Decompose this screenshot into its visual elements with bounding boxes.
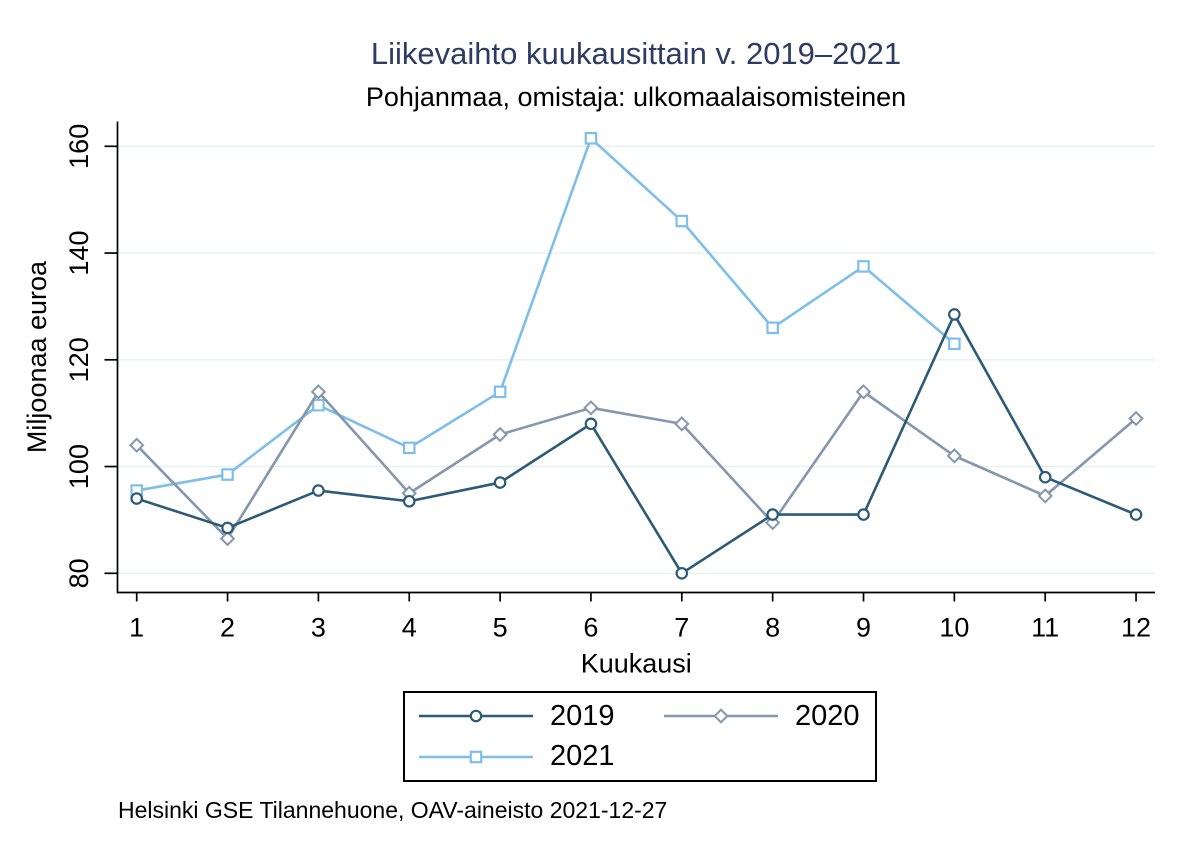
- x-tick-label: 2: [220, 613, 235, 643]
- y-tick-label: 140: [64, 231, 94, 276]
- legend-label-2021: 2021: [550, 740, 615, 773]
- x-tick-label: 12: [1121, 613, 1151, 643]
- legend-sample-2021-line-square-icon: [419, 750, 533, 764]
- x-tick-label: 7: [674, 613, 689, 643]
- x-tick-label: 3: [311, 613, 326, 643]
- gridlines: [117, 145, 1155, 574]
- x-tick-label: 4: [402, 613, 417, 643]
- series-2019: [130, 308, 1143, 580]
- x-tick-label: 6: [583, 613, 598, 643]
- chart-title: Liikevaihto kuukausittain v. 2019–2021: [370, 36, 902, 71]
- legend: 2019 2020 2021: [403, 691, 877, 782]
- legend-entry-2021: 2021: [417, 740, 662, 773]
- y-tick-label: 120: [64, 337, 94, 382]
- chart-subtitle: Pohjanmaa, omistaja: ulkomaalaisomistein…: [365, 82, 907, 112]
- series-2020: [128, 384, 1144, 547]
- legend-entry-2019: 2019: [417, 700, 662, 733]
- y-tick-label: 160: [64, 124, 94, 169]
- x-tick-label: 1: [129, 613, 144, 643]
- legend-label-2020: 2020: [795, 699, 860, 732]
- x-tick-label: 9: [856, 613, 871, 643]
- x-axis-title: Kuukausi: [581, 649, 692, 679]
- x-tick-label: 11: [1031, 613, 1059, 643]
- x-axis-ticks: 1 2 3 4 5 6 7 8 9 10 11 12: [129, 592, 1151, 643]
- source-caption: Helsinki GSE Tilannehuone, OAV-aineisto …: [118, 797, 668, 823]
- x-tick-label: 10: [939, 613, 969, 643]
- x-tick-label: 5: [493, 613, 508, 643]
- y-tick-label: 100: [64, 444, 94, 489]
- legend-label-2019: 2019: [550, 699, 615, 732]
- axes: [116, 121, 1155, 594]
- x-tick-label: 8: [765, 613, 780, 643]
- y-axis-title: Miljoonaa euroa: [22, 260, 52, 453]
- legend-sample-2020-line-diamond-icon: [664, 708, 778, 724]
- y-axis-ticks: 80 100 120 140 160: [64, 124, 118, 588]
- series-2021: [130, 131, 961, 497]
- legend-sample-2019-line-circle-icon: [419, 709, 533, 723]
- y-tick-label: 80: [64, 558, 94, 588]
- legend-entry-2020: 2020: [662, 700, 875, 733]
